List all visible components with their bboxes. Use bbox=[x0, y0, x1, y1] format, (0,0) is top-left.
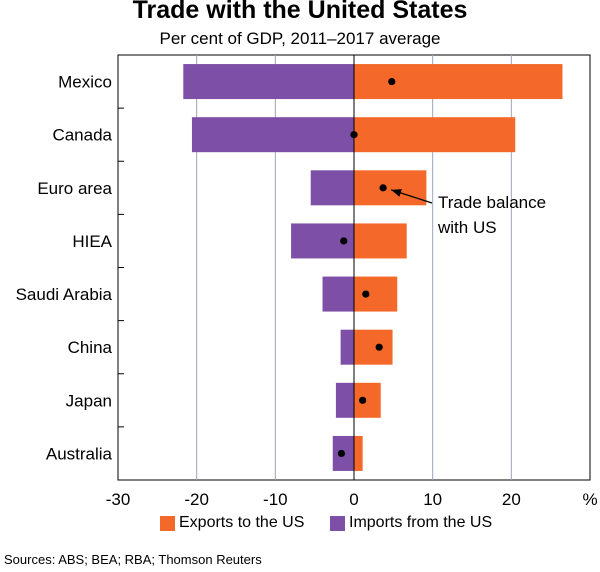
annotation-text-line2: with US bbox=[437, 218, 497, 237]
annotation-text-line1: Trade balance bbox=[438, 193, 546, 212]
source-note: Sources: ABS; BEA; RBA; Thomson Reuters bbox=[4, 552, 262, 567]
trade-balance-dot bbox=[362, 290, 370, 298]
trade-balance-dot bbox=[340, 237, 348, 245]
category-label: China bbox=[68, 338, 113, 357]
legend-item-exports: Exports to the US bbox=[160, 514, 304, 532]
bar-exports bbox=[354, 382, 381, 418]
bar-exports bbox=[354, 117, 516, 153]
bar-imports bbox=[191, 117, 354, 153]
bar-exports bbox=[354, 435, 363, 471]
category-label: Euro area bbox=[37, 179, 112, 198]
bar-imports bbox=[310, 170, 354, 206]
legend-swatch-exports bbox=[160, 515, 175, 531]
chart-subtitle: Per cent of GDP, 2011–2017 average bbox=[159, 29, 441, 48]
category-label: Mexico bbox=[58, 73, 112, 92]
x-tick-label: 20 bbox=[502, 490, 521, 509]
bar-imports bbox=[183, 64, 354, 100]
category-label: HIEA bbox=[72, 232, 112, 251]
bar-exports bbox=[354, 223, 407, 259]
x-unit-label: % bbox=[582, 490, 597, 509]
trade-balance-dot bbox=[337, 449, 346, 458]
bar-exports bbox=[354, 170, 427, 206]
bar-imports bbox=[335, 382, 354, 418]
legend-label-imports: Imports from the US bbox=[349, 514, 493, 531]
x-tick-label: -20 bbox=[184, 490, 209, 509]
bar-exports bbox=[354, 276, 398, 312]
trade-balance-dot bbox=[350, 131, 358, 139]
category-label: Japan bbox=[66, 391, 112, 410]
category-label: Canada bbox=[52, 126, 112, 145]
trade-balance-dot bbox=[359, 396, 367, 404]
category-label: Australia bbox=[46, 444, 113, 463]
trade-balance-dot bbox=[388, 77, 396, 86]
legend-label-exports: Exports to the US bbox=[179, 514, 305, 531]
trade-balance-dot bbox=[379, 184, 387, 192]
bar-imports bbox=[340, 329, 354, 365]
x-tick-label: -30 bbox=[106, 490, 131, 509]
bar-exports bbox=[354, 64, 563, 100]
x-tick-label: 0 bbox=[349, 490, 358, 509]
x-tick-label: 10 bbox=[423, 490, 442, 509]
annotation-arrowhead bbox=[391, 189, 402, 197]
category-label: Saudi Arabia bbox=[16, 285, 113, 304]
bar-exports bbox=[354, 329, 393, 365]
chart-title: Trade with the United States bbox=[132, 0, 468, 24]
legend-swatch-imports bbox=[330, 515, 345, 531]
trade-balance-dot bbox=[375, 343, 383, 351]
legend-item-imports: Imports from the US bbox=[330, 514, 492, 532]
bar-imports bbox=[322, 276, 354, 312]
trade-bar-chart: Mexico Canada Euro area HIEA Saudi Arabia Chi… bbox=[16, 54, 598, 509]
x-tick-label: -10 bbox=[263, 490, 288, 509]
